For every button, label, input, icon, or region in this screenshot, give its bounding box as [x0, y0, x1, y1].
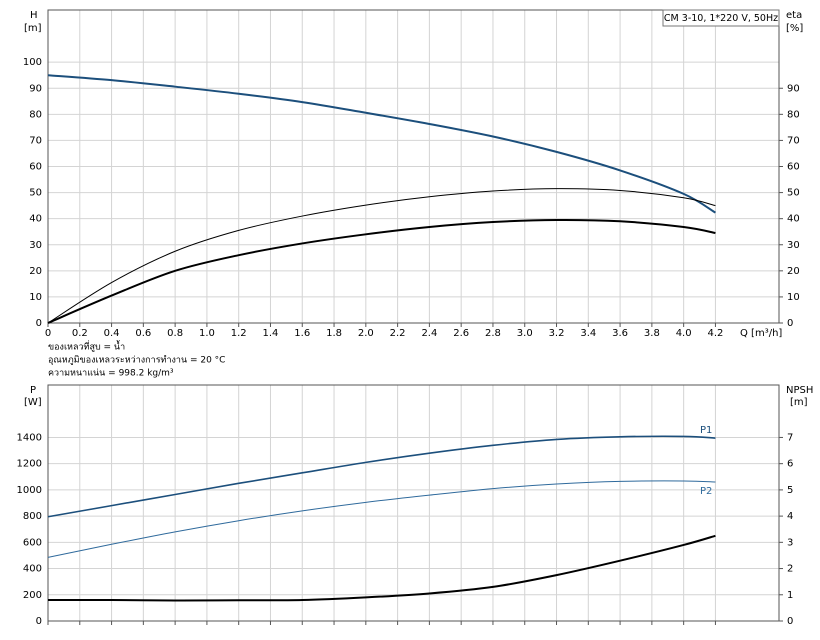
- y2-tick-label: 40: [787, 214, 800, 225]
- y-tick-label: 1400: [17, 432, 42, 443]
- y2-tick-label: 4: [787, 511, 793, 522]
- curve: [47, 218, 716, 324]
- y2-tick-label: 10: [787, 292, 800, 303]
- y-tick-label: 600: [23, 537, 42, 548]
- x-tick-label: 1.0: [199, 328, 215, 339]
- y-axis-label: P: [30, 385, 36, 396]
- y-tick-label: 50: [29, 188, 42, 199]
- x-tick-label: 3.0: [517, 328, 533, 339]
- y2-tick-label: 7: [787, 432, 793, 443]
- x-tick-label: 1.6: [294, 328, 310, 339]
- y2-tick-label: 60: [787, 162, 800, 173]
- y-tick-label: 800: [23, 511, 42, 522]
- annotation-box: [662, 9, 780, 27]
- curve: [47, 534, 716, 602]
- note: อุณหภูมิของเหลวระหว่างการทำงาน = 20 °C: [48, 355, 225, 366]
- y-tick-label: 400: [23, 564, 42, 575]
- y2-tick-label: 50: [787, 188, 800, 199]
- y-tick-label: 0: [36, 616, 42, 627]
- y-tick-label: 100: [23, 57, 42, 68]
- y2-axis-label: NPSH: [786, 385, 813, 396]
- x-tick-label: 2.2: [390, 328, 406, 339]
- x-tick-label: 1.2: [231, 328, 247, 339]
- x-tick-label: 1.4: [263, 328, 279, 339]
- note: ของเหลวที่สูบ = น้ำ: [48, 340, 125, 353]
- y-tick-label: 90: [29, 83, 42, 94]
- y-tick-label: 60: [29, 162, 42, 173]
- y-tick-label: 80: [29, 109, 42, 120]
- x-tick-label: 3.6: [612, 328, 628, 339]
- plot-frame: [47, 9, 780, 324]
- y2-tick-label: 2: [787, 564, 793, 575]
- x-tick-label: 2.8: [485, 328, 501, 339]
- y-axis-unit: [m]: [24, 23, 42, 34]
- y-tick-label: 20: [29, 266, 42, 277]
- y2-tick-label: 6: [787, 459, 793, 470]
- x-tick-label: 3.4: [580, 328, 596, 339]
- y-tick-label: 30: [29, 240, 42, 251]
- annotation: CM 3-10, 1*220 V, 50Hz: [664, 13, 778, 24]
- y2-tick-label: 20: [787, 266, 800, 277]
- curve-label: P1: [700, 425, 712, 436]
- y-tick-label: 10: [29, 292, 42, 303]
- curve: [47, 188, 716, 324]
- y-axis-label: H: [30, 10, 38, 21]
- x-tick-label: 2.0: [358, 328, 374, 339]
- x-tick-label: 1.8: [326, 328, 342, 339]
- y2-tick-label: 90: [787, 83, 800, 94]
- x-tick-label: 0.8: [167, 328, 183, 339]
- curve: [47, 74, 716, 214]
- curve: [47, 480, 716, 558]
- y-tick-label: 1200: [17, 459, 42, 470]
- y2-axis-unit: [%]: [786, 23, 803, 34]
- y2-tick-label: 30: [787, 240, 800, 251]
- curve-label: P2: [700, 486, 712, 497]
- x-tick-label: 0: [45, 328, 51, 339]
- x-axis-label: Q [m³/h]: [740, 328, 782, 339]
- y2-axis-unit: [m]: [790, 397, 808, 408]
- x-tick-label: 0.4: [104, 328, 120, 339]
- y2-axis-label: eta: [786, 10, 802, 21]
- x-tick-label: 3.2: [549, 328, 565, 339]
- y2-tick-label: 80: [787, 109, 800, 120]
- x-tick-label: 2.4: [421, 328, 437, 339]
- y2-tick-label: 0: [787, 616, 793, 627]
- y-tick-label: 200: [23, 590, 42, 601]
- y2-tick-label: 70: [787, 135, 800, 146]
- x-tick-label: 4.2: [707, 328, 723, 339]
- y-axis-unit: [W]: [24, 397, 42, 408]
- y2-tick-label: 3: [787, 537, 793, 548]
- y2-tick-label: 5: [787, 485, 793, 496]
- y-tick-label: 40: [29, 214, 42, 225]
- y-tick-label: 0: [36, 318, 42, 329]
- curve: [47, 435, 716, 518]
- y2-tick-label: 0: [787, 318, 793, 329]
- plot-frame: [47, 384, 780, 622]
- note: ความหนาแน่น = 998.2 kg/m³: [48, 369, 174, 379]
- x-tick-label: 2.6: [453, 328, 469, 339]
- x-tick-label: 3.8: [644, 328, 660, 339]
- y2-tick-label: 1: [787, 590, 793, 601]
- x-tick-label: 0.6: [135, 328, 151, 339]
- x-tick-label: 0.2: [72, 328, 88, 339]
- y-tick-label: 1000: [17, 485, 42, 496]
- y-tick-label: 70: [29, 135, 42, 146]
- x-tick-label: 4.0: [676, 328, 692, 339]
